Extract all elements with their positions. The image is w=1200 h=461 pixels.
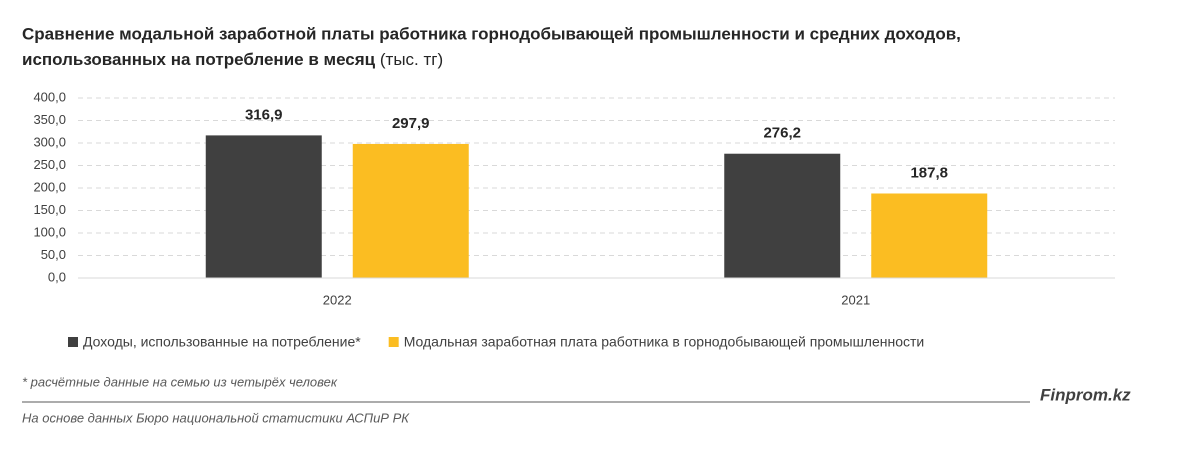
x-tick-label: 2022 <box>323 292 352 307</box>
y-tick-label: 400,0 <box>33 89 66 104</box>
value-label: 187,8 <box>910 164 948 181</box>
y-tick-label: 100,0 <box>33 224 66 239</box>
y-tick-label: 50,0 <box>41 247 66 262</box>
unit: (тыс. тг) <box>380 50 443 69</box>
source: На основе данных Бюро национальной стати… <box>22 410 410 425</box>
brand: Finprom.kz <box>1040 385 1131 404</box>
legend-swatch <box>388 337 399 347</box>
y-tick-label: 150,0 <box>33 202 66 217</box>
legend-label: Модальная заработная плата работника в г… <box>404 334 925 350</box>
x-tick-label: 2021 <box>841 292 870 307</box>
footnote: * расчётные данные на семью из четырёх ч… <box>22 374 338 389</box>
legend-swatch <box>68 337 78 347</box>
chart-title: использованных на потребление в месяц (т… <box>22 50 443 69</box>
bar <box>205 135 322 278</box>
value-label: 297,9 <box>392 115 430 132</box>
value-label: 316,9 <box>245 106 283 123</box>
y-tick-label: 300,0 <box>33 134 66 149</box>
y-tick-label: 250,0 <box>33 157 66 172</box>
bar <box>724 153 841 278</box>
legend-label: Доходы, использованные на потребление* <box>83 334 361 350</box>
title-line: использованных на потребление в месяц <box>22 50 376 69</box>
bar <box>352 143 469 278</box>
value-label: 276,2 <box>763 125 801 142</box>
y-tick-label: 0,0 <box>48 269 66 284</box>
chart-title: Сравнение модальной заработной платы раб… <box>22 24 961 43</box>
y-tick-label: 200,0 <box>33 179 66 194</box>
bar <box>871 193 988 278</box>
y-tick-label: 350,0 <box>33 112 66 127</box>
